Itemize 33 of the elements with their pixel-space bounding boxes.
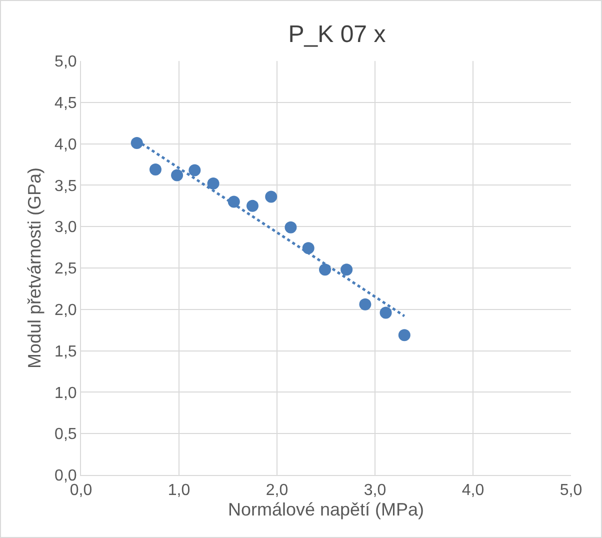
y-tick-label: 3,0	[54, 219, 77, 236]
point	[265, 190, 278, 203]
y-tick-label: 1,5	[54, 343, 77, 360]
point	[188, 164, 201, 176]
y-tick-label: 4,5	[54, 95, 77, 112]
y-tick-label: 2,0	[54, 302, 77, 319]
x-tick-label: 1,0	[168, 482, 190, 500]
point	[319, 264, 332, 276]
point	[149, 163, 162, 176]
point	[359, 298, 372, 310]
point	[171, 169, 184, 182]
y-tick-label: 0,5	[54, 426, 77, 444]
point	[340, 264, 353, 276]
point	[207, 178, 220, 190]
point	[284, 221, 297, 234]
x-tick-label: 0,0	[70, 482, 92, 500]
x-tick-label: 3,0	[364, 482, 386, 500]
point	[380, 306, 392, 319]
point	[246, 200, 258, 212]
y-tick-label: 2,5	[54, 260, 77, 278]
chart-title: P_K 07 x	[288, 20, 386, 48]
y-axis-title: Modul přetvárnosti (GPa)	[24, 167, 45, 369]
y-tick-label: 1,0	[54, 384, 77, 402]
y-tick-label: 0,0	[54, 468, 77, 485]
x-axis-title: Normálové napětí (MPa)	[228, 499, 424, 520]
point	[398, 329, 410, 342]
y-tick-label: 4,0	[54, 136, 77, 154]
x-tick-label: 2,0	[266, 482, 288, 500]
x-tick-label: 5,0	[560, 482, 582, 500]
point	[130, 136, 143, 149]
y-tick-label: 3,5	[54, 178, 77, 195]
y-tick-label: 5,0	[54, 54, 77, 71]
x-tick-label: 4,0	[462, 482, 484, 500]
